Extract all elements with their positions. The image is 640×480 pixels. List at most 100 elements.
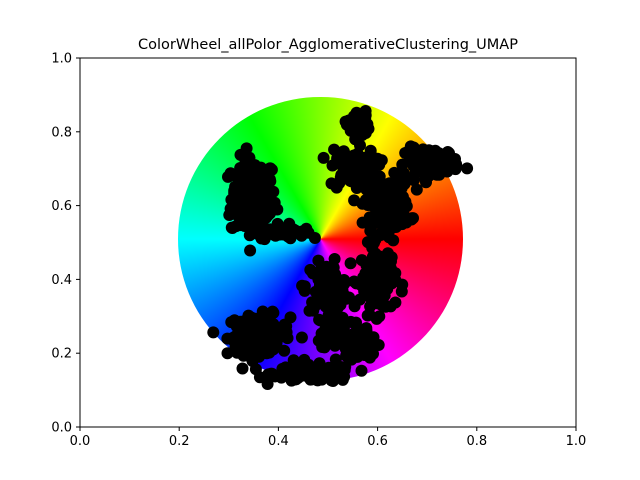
scatter-point <box>405 213 418 226</box>
scatter-point <box>269 370 282 383</box>
scatter-point <box>358 285 371 298</box>
scatter-point <box>359 155 372 168</box>
scatter-point <box>298 284 311 297</box>
scatter-point <box>461 162 474 175</box>
scatter-point <box>384 202 397 215</box>
scatter-point <box>402 148 415 161</box>
scatter-point <box>382 278 395 291</box>
scatter-point <box>259 199 272 212</box>
scatter-point <box>237 184 250 197</box>
y-tick-label: 0.2 <box>51 347 72 362</box>
scatter-point <box>334 284 347 297</box>
scatter-point <box>278 344 291 357</box>
scatter-point <box>230 320 243 333</box>
scatter-point <box>371 250 384 263</box>
scatter-point <box>300 222 313 235</box>
scatter-point <box>223 209 236 221</box>
scatter-point <box>320 328 333 341</box>
scatter-point <box>295 331 308 344</box>
scatter-point <box>364 263 377 276</box>
scatter-point <box>304 365 317 378</box>
scatter-point <box>308 232 321 244</box>
scatter-point <box>228 184 241 197</box>
scatter-point <box>337 157 350 170</box>
scatter-point <box>375 267 388 280</box>
scatter-point <box>343 291 356 304</box>
scatter-point <box>235 217 248 230</box>
scatter-point <box>398 177 411 190</box>
x-tick-label: 1.0 <box>566 434 587 449</box>
scatter-point <box>326 159 339 172</box>
y-tick-label: 0.8 <box>51 125 72 140</box>
scatter-point <box>254 318 267 331</box>
scatter-point <box>344 257 357 270</box>
scatter-point <box>249 363 262 376</box>
scatter-point <box>251 178 264 191</box>
scatter-point <box>428 158 441 171</box>
scatter-point <box>355 364 368 377</box>
x-tick-label: 0.8 <box>466 434 487 449</box>
scatter-point <box>333 177 346 190</box>
scatter-point <box>442 158 455 171</box>
scatter-point <box>259 328 272 341</box>
data-points <box>207 105 474 390</box>
scatter-point <box>433 168 446 181</box>
scatter-point <box>388 166 401 179</box>
scatter-point <box>383 231 396 244</box>
scatter-point <box>315 271 328 284</box>
scatter-point <box>365 293 378 306</box>
x-tick-label: 0.0 <box>70 434 91 449</box>
scatter-point <box>384 300 397 313</box>
scatter-point <box>317 151 330 164</box>
scatter-point <box>222 170 234 183</box>
scatter-point <box>360 322 373 335</box>
x-tick-label: 0.6 <box>367 434 388 449</box>
scatter-point <box>318 341 331 354</box>
scatter-point <box>239 171 252 184</box>
scatter-point <box>398 200 411 213</box>
scatter-point <box>225 221 238 234</box>
scatter-point <box>283 228 295 241</box>
scatter-point <box>328 143 341 156</box>
scatter-point <box>234 148 247 161</box>
scatter-point <box>410 183 423 196</box>
scatter-point <box>361 236 374 249</box>
scatter-point <box>356 216 369 229</box>
scatter-point <box>348 317 361 330</box>
scatter-point <box>261 378 274 390</box>
scatter-point <box>436 149 449 162</box>
scatter-point <box>357 119 370 132</box>
scatter-point <box>244 244 257 257</box>
scatter-point <box>245 205 258 218</box>
y-tick-label: 0.0 <box>51 421 72 436</box>
scatter-point <box>221 347 234 360</box>
scatter-point <box>373 170 386 183</box>
y-axis: 0.0 0.2 0.4 0.6 0.8 1.0 <box>51 52 80 436</box>
scatter-point <box>263 162 276 175</box>
scatter-point <box>349 133 362 146</box>
scatter-point <box>397 166 410 179</box>
plot-frame <box>79 57 577 428</box>
scatter-point <box>358 276 371 289</box>
scatter-point <box>271 327 284 340</box>
scatter-point <box>340 349 353 362</box>
x-axis: 0.0 0.2 0.4 0.6 0.8 1.0 <box>70 427 587 449</box>
y-tick-label: 0.6 <box>51 199 72 214</box>
scatter-point <box>358 347 371 360</box>
scatter-point <box>236 362 249 375</box>
scatter-point <box>327 294 340 307</box>
scatter-point <box>289 372 302 385</box>
chart-title: ColorWheel_allPolor_AgglomerativeCluster… <box>138 37 518 53</box>
scatter-point <box>359 105 372 117</box>
scatter-point <box>357 167 370 180</box>
scatter-point <box>360 183 373 196</box>
scatter-point <box>423 169 435 182</box>
scatter-point <box>260 347 273 360</box>
scatter-point <box>327 375 339 387</box>
scatter-point <box>347 327 360 340</box>
scatter-point <box>375 154 388 167</box>
scatter-point <box>318 293 331 306</box>
scatter-point <box>343 166 356 179</box>
scatter-point <box>339 115 352 128</box>
